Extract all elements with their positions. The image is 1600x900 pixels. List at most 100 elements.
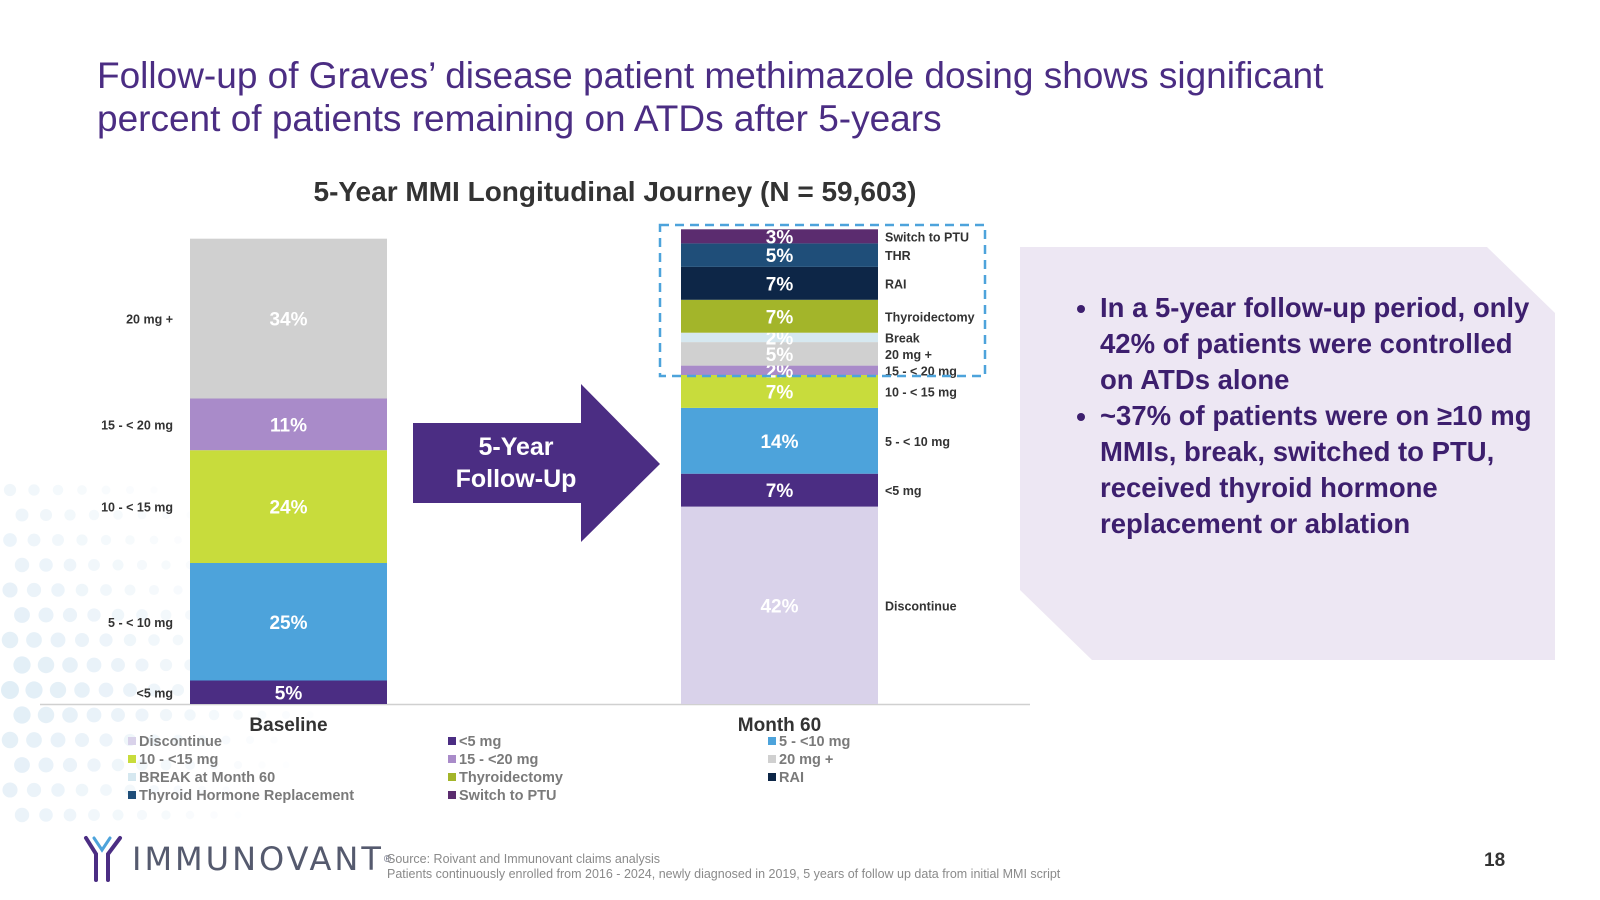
month60-bar-data-label: 5% bbox=[766, 246, 794, 267]
legend-column-2: <5 mg 15 - <20 mg Thyroidectomy Switch t… bbox=[448, 733, 563, 805]
decorative-dot bbox=[173, 585, 183, 595]
month60-bar-data-label: 7% bbox=[766, 307, 794, 328]
month60-bar-data-label: 42% bbox=[760, 596, 798, 617]
baseline-bar-category-label: 10 - < 15 mg bbox=[101, 501, 173, 515]
decorative-dot bbox=[51, 783, 65, 797]
month60-bar-category-label: 5 - < 10 mg bbox=[885, 435, 950, 449]
decorative-dot bbox=[172, 734, 184, 746]
baseline-bar-segment-1 bbox=[190, 563, 387, 681]
decorative-dot bbox=[233, 760, 243, 770]
decorative-dot bbox=[37, 656, 55, 674]
legend-label: Thyroidectomy bbox=[459, 770, 563, 786]
month60-bar-data-label: 7% bbox=[766, 274, 794, 295]
immunovant-logo-icon bbox=[84, 836, 122, 882]
baseline-bar-data-label: 11% bbox=[270, 415, 307, 436]
decorative-dot bbox=[50, 732, 66, 748]
legend-swatch bbox=[448, 773, 456, 781]
callout-bullet-2: ~37% of patients were on ≥10 mg MMIs, br… bbox=[1100, 398, 1540, 542]
month60-bar-segment-6 bbox=[681, 332, 878, 343]
decorative-dot bbox=[124, 584, 136, 596]
legend-label: 10 - <15 mg bbox=[139, 752, 219, 768]
decorative-dot bbox=[111, 758, 125, 772]
legend-label: <5 mg bbox=[459, 734, 502, 750]
decorative-dot bbox=[209, 760, 219, 770]
decorative-dot bbox=[75, 583, 89, 597]
decorative-dot bbox=[222, 786, 230, 794]
legend-item: BREAK at Month 60 bbox=[128, 769, 354, 787]
decorative-dot bbox=[111, 708, 125, 722]
page-number: 18 bbox=[1484, 850, 1506, 871]
decorative-dot bbox=[3, 533, 17, 547]
baseline-bar-data-label: 25% bbox=[269, 613, 307, 634]
baseline-bar-segment-0 bbox=[190, 680, 387, 704]
decorative-dot bbox=[87, 758, 101, 772]
decorative-dot bbox=[137, 510, 147, 520]
legend-label: 15 - <20 mg bbox=[459, 752, 539, 768]
legend-item: 15 - <20 mg bbox=[448, 751, 563, 769]
month60-bar-data-label: 7% bbox=[766, 382, 794, 403]
month60-bar-data-label: 2% bbox=[766, 328, 794, 349]
decorative-dot bbox=[111, 658, 125, 672]
decorative-dot bbox=[14, 607, 30, 623]
legend-item: RAI bbox=[768, 769, 850, 787]
legend-label: Switch to PTU bbox=[459, 788, 557, 804]
legend-column-3: 5 - <10 mg 20 mg + RAI bbox=[768, 733, 850, 787]
decorative-dot bbox=[112, 809, 124, 821]
decorative-dot bbox=[111, 608, 125, 622]
month60-bar-category-label: Switch to PTU bbox=[885, 230, 969, 244]
decorative-dot bbox=[99, 733, 113, 747]
decorative-dot bbox=[26, 732, 42, 748]
decorative-dot bbox=[159, 658, 173, 672]
decorative-dot bbox=[14, 807, 30, 823]
legend-swatch bbox=[448, 737, 456, 745]
decorative-dot bbox=[77, 485, 87, 495]
decorative-dot bbox=[147, 683, 161, 697]
decorative-dot bbox=[233, 710, 243, 720]
legend-swatch bbox=[768, 755, 776, 763]
decorative-dot bbox=[63, 808, 77, 822]
month60-bar-segment-5 bbox=[681, 342, 878, 366]
legend-label: RAI bbox=[779, 770, 804, 786]
decorative-dot bbox=[76, 534, 88, 546]
legend-swatch bbox=[128, 791, 136, 799]
follow-up-arrow-label: 5-Year bbox=[478, 433, 553, 461]
decorative-dot bbox=[136, 759, 148, 771]
decorative-dot bbox=[2, 582, 18, 598]
month60-bar-data-label: 3% bbox=[766, 227, 794, 248]
decorative-dot bbox=[38, 607, 54, 623]
month60-bar-data-label: 7% bbox=[766, 481, 794, 502]
decorative-dot bbox=[28, 484, 40, 496]
decorative-dot bbox=[74, 732, 90, 748]
decorative-dot bbox=[245, 735, 255, 745]
highlight-dashed-box bbox=[658, 223, 987, 378]
baseline-bar-category-label: 20 mg + bbox=[126, 313, 173, 327]
month60-bar-data-label: 14% bbox=[760, 432, 798, 453]
decorative-dot bbox=[37, 706, 55, 724]
x-tick-label: Baseline bbox=[249, 715, 327, 736]
month60-bar-segment-10 bbox=[681, 229, 878, 244]
month60-bar-segment-0 bbox=[681, 506, 878, 704]
decorative-dot bbox=[52, 534, 64, 546]
decorative-dot bbox=[74, 682, 90, 698]
decorative-dot bbox=[148, 584, 160, 596]
decorative-dot bbox=[197, 735, 207, 745]
decorative-dot bbox=[171, 683, 185, 697]
decorative-dot bbox=[148, 634, 160, 646]
callout-text: In a 5-year follow-up period, only 42% o… bbox=[1060, 290, 1540, 542]
decorative-dot bbox=[113, 510, 123, 520]
decorative-dot bbox=[161, 560, 171, 570]
follow-up-arrow bbox=[413, 384, 660, 542]
legend-item: Discontinue bbox=[128, 733, 354, 751]
decorative-dot bbox=[148, 784, 160, 796]
decorative-dot bbox=[49, 681, 67, 699]
month60-bar-category-label: Break bbox=[885, 331, 920, 345]
decorative-dot bbox=[125, 485, 135, 495]
logo-wordmark: IMMUNOVANT bbox=[132, 840, 384, 878]
legend-swatch bbox=[128, 737, 136, 745]
month60-bar-segment-9 bbox=[681, 243, 878, 267]
decorative-dot bbox=[184, 709, 196, 721]
decorative-dot bbox=[135, 658, 149, 672]
baseline-bar-segment-4 bbox=[190, 238, 387, 399]
decorative-dot bbox=[100, 784, 112, 796]
